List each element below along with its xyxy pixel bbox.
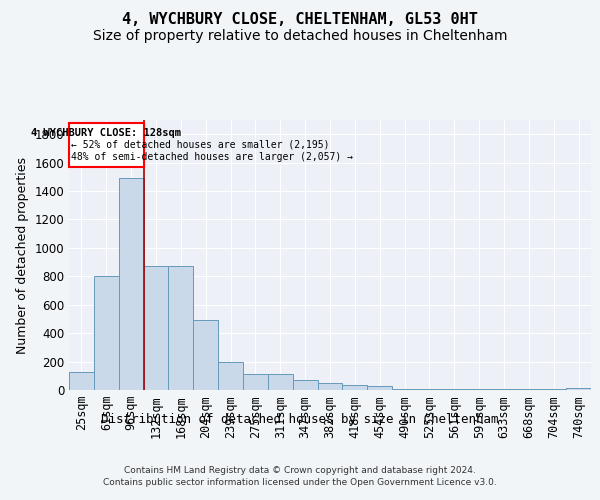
Text: Contains public sector information licensed under the Open Government Licence v3: Contains public sector information licen… [103, 478, 497, 487]
Y-axis label: Number of detached properties: Number of detached properties [16, 156, 29, 354]
Bar [367, 386, 392, 390]
Bar [417, 388, 442, 390]
Bar [392, 388, 417, 390]
Bar [94, 276, 119, 390]
Bar [566, 388, 591, 390]
Text: ← 52% of detached houses are smaller (2,195): ← 52% of detached houses are smaller (2,… [71, 140, 329, 150]
Bar [343, 385, 367, 390]
FancyBboxPatch shape [69, 123, 143, 167]
Text: Distribution of detached houses by size in Cheltenham: Distribution of detached houses by size … [101, 412, 499, 426]
Bar [268, 374, 293, 390]
Bar [119, 178, 143, 390]
Bar [143, 266, 169, 390]
Bar [69, 372, 94, 390]
Text: 48% of semi-detached houses are larger (2,057) →: 48% of semi-detached houses are larger (… [71, 152, 353, 162]
Text: Size of property relative to detached houses in Cheltenham: Size of property relative to detached ho… [93, 29, 507, 43]
Bar [193, 320, 218, 390]
Bar [169, 266, 193, 390]
Bar [243, 374, 268, 390]
Text: Contains HM Land Registry data © Crown copyright and database right 2024.: Contains HM Land Registry data © Crown c… [124, 466, 476, 475]
Bar [218, 362, 243, 390]
Bar [293, 380, 317, 390]
Bar [442, 389, 467, 390]
Text: 4 WYCHBURY CLOSE: 128sqm: 4 WYCHBURY CLOSE: 128sqm [31, 128, 181, 138]
Bar [317, 383, 343, 390]
Text: 4, WYCHBURY CLOSE, CHELTENHAM, GL53 0HT: 4, WYCHBURY CLOSE, CHELTENHAM, GL53 0HT [122, 12, 478, 28]
